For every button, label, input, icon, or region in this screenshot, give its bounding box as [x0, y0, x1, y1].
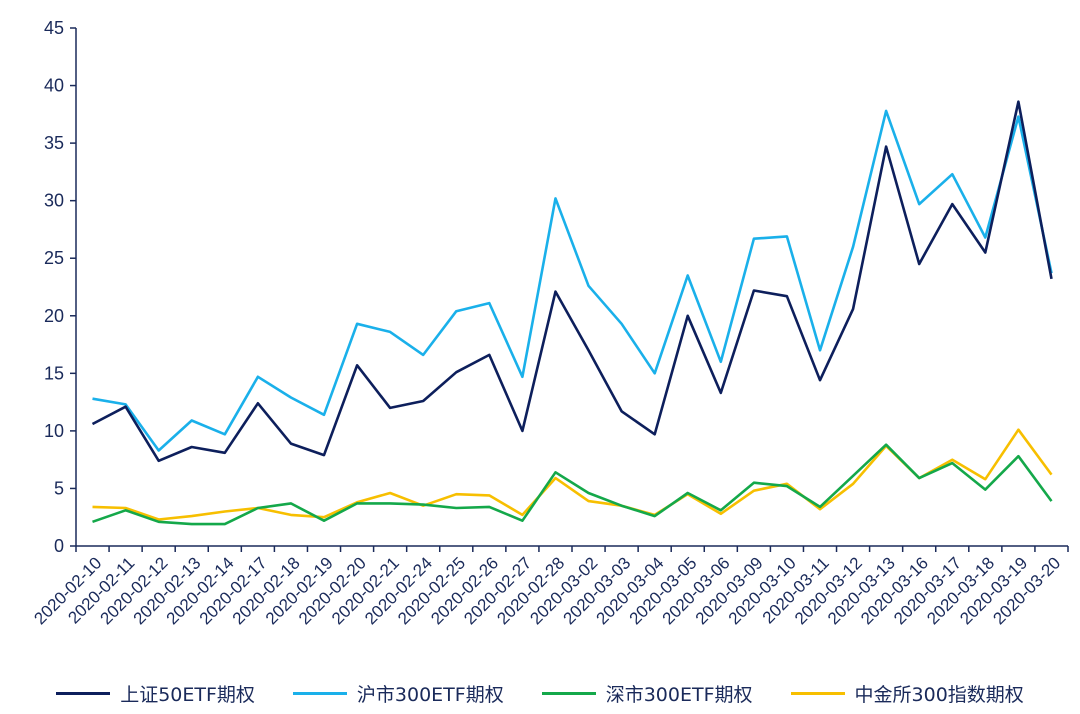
- series-layer: [91, 100, 1053, 526]
- legend-item-sz300: 深市300ETF期权: [541, 680, 753, 707]
- y-tick-label: 5: [54, 478, 64, 498]
- series-line-3: [92, 428, 1053, 521]
- y-tick-label: 20: [44, 306, 64, 326]
- x-axis: 2020-02-102020-02-112020-02-122020-02-13…: [30, 545, 1069, 628]
- legend-swatch-cffex300: [790, 691, 845, 695]
- legend-label-cffex300: 中金所300指数期权: [854, 683, 1024, 706]
- legend: 上证50ETF期权 沪市300ETF期权 深市300ETF期权 中金所300指数…: [0, 676, 1080, 710]
- y-tick-label: 45: [44, 18, 64, 38]
- line-chart: 0 5 10 15 20 25 30 35 40 45 2020-02-102020-02-112…: [30, 18, 1069, 628]
- y-tick-label: 0: [54, 536, 64, 556]
- legend-item-sse50: 上证50ETF期权: [56, 680, 255, 707]
- legend-swatch-sh300: [292, 691, 347, 695]
- series-line-2: [92, 443, 1053, 526]
- y-tick-label: 25: [44, 248, 64, 268]
- y-tick-label: 30: [44, 191, 64, 211]
- y-tick-label: 35: [44, 133, 64, 153]
- series-line-1: [92, 109, 1053, 452]
- legend-item-sh300: 沪市300ETF期权: [292, 680, 504, 707]
- y-tick-label: 10: [44, 421, 64, 441]
- legend-item-cffex300: 中金所300指数期权: [790, 680, 1024, 707]
- y-tick-label: 40: [44, 76, 64, 96]
- legend-label-sh300: 沪市300ETF期权: [356, 683, 504, 706]
- series-line-0: [91, 100, 1053, 463]
- y-axis: 0 5 10 15 20 25 30 35 40 45: [44, 18, 77, 556]
- legend-swatch-sz300: [541, 691, 596, 695]
- legend-swatch-sse50: [56, 691, 111, 695]
- legend-label-sz300: 深市300ETF期权: [605, 683, 753, 706]
- y-tick-label: 15: [44, 363, 64, 383]
- legend-label-sse50: 上证50ETF期权: [120, 683, 255, 706]
